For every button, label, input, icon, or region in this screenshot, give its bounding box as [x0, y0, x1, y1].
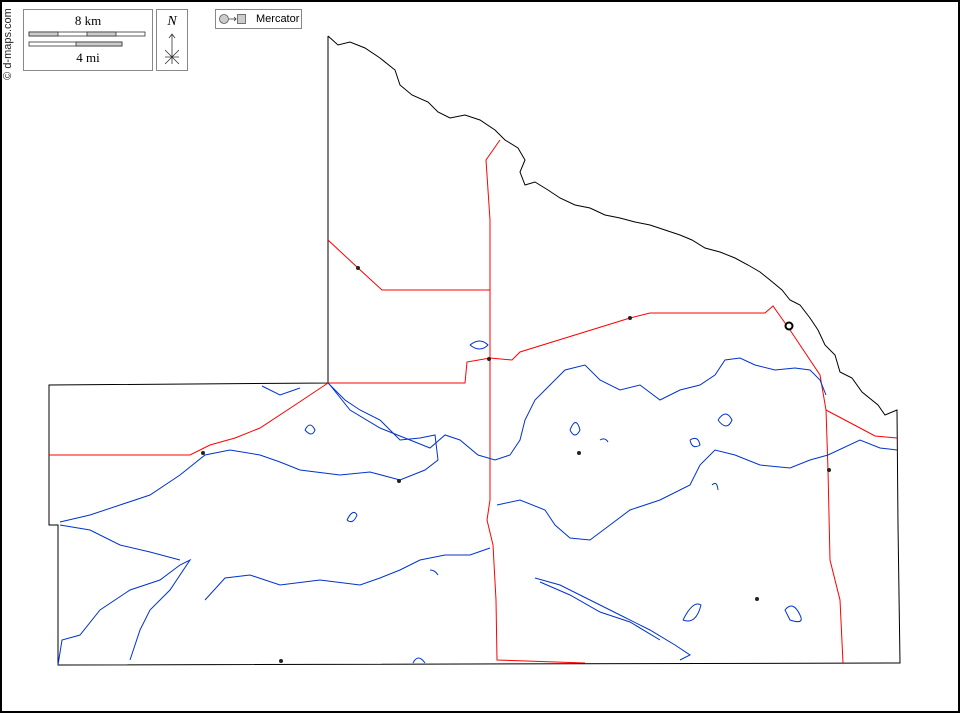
- scale-bar: 8 km 4 mi: [23, 9, 153, 71]
- globe-to-map-icon: [219, 14, 246, 24]
- projection-box: Mercator: [215, 9, 302, 29]
- credit-text: © d-maps.com: [1, 8, 14, 80]
- town-dot-icon: [487, 357, 491, 361]
- town-dot-icon: [279, 659, 283, 663]
- town-dot-icon: [356, 266, 360, 270]
- county-boundary: [48, 35, 901, 666]
- projection-label: Mercator: [256, 13, 300, 25]
- town-dot-icon: [577, 451, 581, 455]
- town-dot-icon: [201, 451, 205, 455]
- town-dot-icon: [827, 468, 831, 472]
- roads: [49, 139, 898, 664]
- rivers: [57, 340, 898, 666]
- north-label: N: [167, 14, 177, 29]
- city-circle-icon: [784, 321, 794, 331]
- town-dot-icon: [397, 479, 401, 483]
- scale-km-label: 8 km: [74, 13, 102, 28]
- scale-mi-label: 4 mi: [76, 50, 100, 65]
- towns: [201, 266, 831, 663]
- north-arrow: N: [156, 9, 188, 71]
- scale-bars: [28, 31, 146, 47]
- north-arrow-icon: [164, 33, 180, 65]
- town-dot-icon: [628, 316, 632, 320]
- town-dot-icon: [755, 597, 759, 601]
